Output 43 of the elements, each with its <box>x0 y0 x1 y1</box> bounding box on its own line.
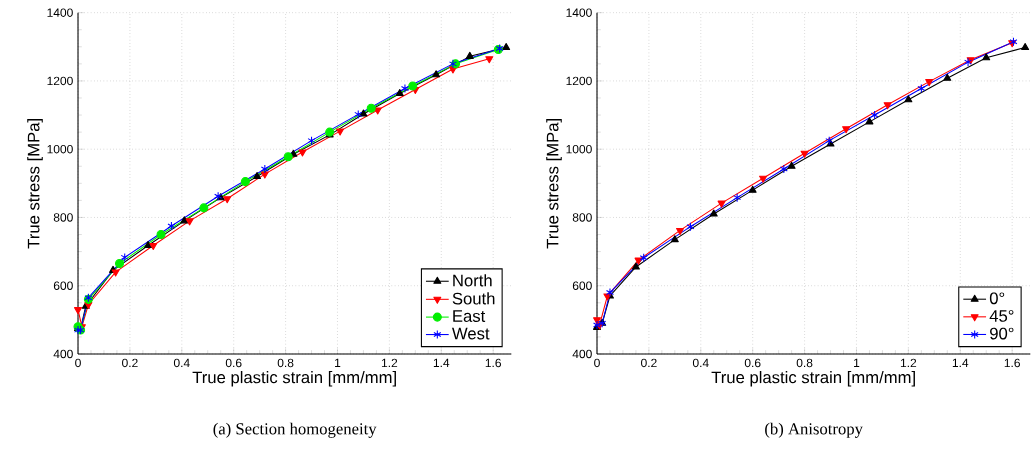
x-tick-label: 0.4 <box>692 358 709 368</box>
y-tick-label: 1400 <box>47 8 73 17</box>
y-tick-label: 1200 <box>566 76 592 86</box>
x-tick-label: 1.2 <box>381 358 398 368</box>
x-tick-label: 0.2 <box>122 358 138 368</box>
y-tick-label: 800 <box>572 213 592 222</box>
legend-label: 45° <box>989 310 1014 322</box>
x-tick-label: 0.6 <box>744 358 761 368</box>
y-tick-label: 600 <box>53 281 73 290</box>
legend-label: East <box>453 310 486 322</box>
x-tick-label: 0 <box>594 358 600 368</box>
y-axis-title: True stress [MPa] <box>546 119 562 249</box>
legend-label: 90° <box>990 327 1014 340</box>
legend-label: 0° <box>989 292 1005 305</box>
x-tick-label: 0.4 <box>173 358 190 368</box>
x-tick-label: 1.4 <box>433 358 450 367</box>
y-axis-title: True stress [MPa] <box>27 119 43 249</box>
x-tick-label: 0.6 <box>225 358 242 368</box>
x-tick-label: 1 <box>335 358 341 367</box>
x-tick-label: 1 <box>854 358 860 367</box>
x-tick-label: 0 <box>75 358 81 368</box>
y-tick-label: 1400 <box>566 8 592 17</box>
legend-label: West <box>452 327 490 340</box>
legend-label: North <box>453 274 492 287</box>
legend-label: South <box>452 292 495 305</box>
text: (a) Section homogeneity <box>213 422 377 438</box>
x-tick-label: 1.6 <box>485 358 501 368</box>
x-tick-label: 0.2 <box>641 358 657 368</box>
x-tick-label: 0.8 <box>277 358 294 368</box>
y-tick-label: 1000 <box>47 144 73 154</box>
y-tick-label: 1000 <box>566 144 592 154</box>
y-tick-label: 800 <box>53 213 73 222</box>
x-tick-label: 1.2 <box>900 358 917 368</box>
x-tick-label: 0.8 <box>796 358 813 368</box>
x-axis-title: True plastic strain [mm/mm] <box>711 371 915 387</box>
x-tick-label: 1.4 <box>952 358 969 367</box>
y-tick-label: 400 <box>572 349 592 359</box>
x-axis-title: True plastic strain [mm/mm] <box>192 371 396 387</box>
y-tick-label: 1200 <box>47 76 73 86</box>
text: (b) Anisotropy <box>765 422 863 438</box>
y-tick-label: 400 <box>53 349 73 359</box>
x-tick-label: 1.6 <box>1004 358 1020 368</box>
y-tick-label: 600 <box>572 281 592 290</box>
